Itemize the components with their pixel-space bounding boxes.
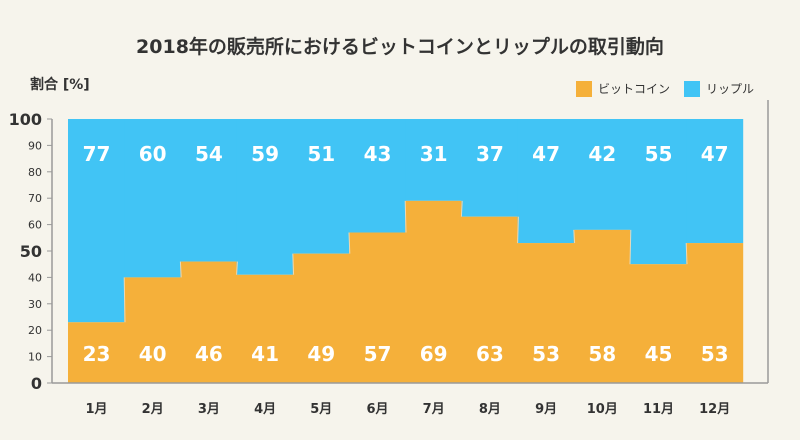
legend-swatch-ripple xyxy=(683,80,700,97)
x-tick-label-4: 4月 xyxy=(254,402,276,417)
data-label-bitcoin-1: 23 xyxy=(83,342,111,366)
bar-ripple-10 xyxy=(573,119,631,230)
data-label-bitcoin-8: 63 xyxy=(476,342,504,366)
bar-ripple-8 xyxy=(461,119,519,217)
data-label-bitcoin-12: 53 xyxy=(701,342,729,366)
bar-ripple-9 xyxy=(517,119,575,244)
y-axis-label: 割合 [%] xyxy=(30,77,90,93)
legend-label-bitcoin: ビットコイン xyxy=(597,82,670,96)
data-label-bitcoin-6: 57 xyxy=(364,342,392,366)
bar-ripple-7 xyxy=(405,119,463,201)
data-label-bitcoin-11: 45 xyxy=(645,342,673,366)
bar-bitcoin-11 xyxy=(630,264,687,383)
data-label-ripple-6: 43 xyxy=(364,142,392,166)
y-tick-label-40: 40 xyxy=(28,271,42,284)
y-tick-label-90: 90 xyxy=(28,139,42,152)
connector-line-5 xyxy=(348,232,351,254)
connector-line-3 xyxy=(236,261,238,275)
data-label-bitcoin-7: 69 xyxy=(420,342,448,366)
bar-ripple-6 xyxy=(349,119,406,233)
x-tick-label-1: 1月 xyxy=(85,402,107,417)
data-label-bitcoin-2: 40 xyxy=(139,342,167,366)
x-tick-label-2: 2月 xyxy=(142,402,164,417)
bar-bitcoin-2 xyxy=(124,277,182,383)
legend: ビットコイン リップル xyxy=(575,80,754,97)
x-tick-label-8: 8月 xyxy=(479,402,501,417)
y-tick-label-100: 100 xyxy=(9,110,42,129)
bar-bitcoin-8 xyxy=(461,216,519,383)
connector-line-11 xyxy=(685,243,688,265)
y-tick-label-60: 60 xyxy=(28,219,42,232)
x-tick-label-9: 9月 xyxy=(535,402,557,417)
data-label-ripple-10: 42 xyxy=(588,142,616,166)
y-tick-label-30: 30 xyxy=(28,298,42,311)
data-label-ripple-2: 60 xyxy=(139,142,167,166)
data-label-ripple-3: 54 xyxy=(195,142,223,166)
connector-line-4 xyxy=(292,253,295,275)
data-label-ripple-9: 47 xyxy=(532,142,560,166)
bar-bitcoin-7 xyxy=(405,200,463,383)
bar-bitcoin-5 xyxy=(292,253,350,383)
bar-bitcoin-12 xyxy=(686,243,744,383)
data-label-bitcoin-9: 53 xyxy=(532,342,560,366)
y-tick-label-80: 80 xyxy=(28,166,42,179)
data-label-bitcoin-4: 41 xyxy=(251,342,279,366)
x-tick-label-6: 6月 xyxy=(366,402,388,417)
connector-line-2 xyxy=(179,261,182,278)
data-label-ripple-12: 47 xyxy=(701,142,729,166)
y-tick-label-70: 70 xyxy=(28,192,42,205)
data-label-ripple-8: 37 xyxy=(476,142,504,166)
bar-bitcoin-1 xyxy=(68,322,125,383)
bar-bitcoin-4 xyxy=(236,274,294,383)
y-tick-label-50: 50 xyxy=(20,242,42,261)
x-tick-label-3: 3月 xyxy=(198,402,220,417)
data-label-ripple-1: 77 xyxy=(83,142,111,166)
data-label-bitcoin-3: 46 xyxy=(195,342,223,366)
legend-label-ripple: リップル xyxy=(705,82,754,96)
bar-bitcoin-9 xyxy=(517,243,575,383)
legend-item-bitcoin: ビットコイン xyxy=(575,80,670,97)
bar-ripple-1 xyxy=(68,119,125,323)
bar-ripple-4 xyxy=(236,119,294,275)
bar-ripple-5 xyxy=(292,119,350,254)
x-tick-label-11: 11月 xyxy=(643,402,674,417)
bar-ripple-3 xyxy=(180,119,238,262)
x-tick-label-5: 5月 xyxy=(310,402,332,417)
connector-line-10 xyxy=(629,229,632,265)
x-tick-label-10: 10月 xyxy=(587,402,618,417)
data-label-ripple-7: 31 xyxy=(420,142,448,166)
bar-bitcoin-3 xyxy=(180,261,238,383)
x-tick-label-7: 7月 xyxy=(423,402,445,417)
bar-ripple-11 xyxy=(630,119,687,265)
chart-title: 2018年の販売所におけるビットコインとリップルの取引動向 xyxy=(136,36,664,58)
bar-ripple-12 xyxy=(686,119,744,244)
data-label-bitcoin-5: 49 xyxy=(307,342,335,366)
data-label-ripple-5: 51 xyxy=(307,142,335,166)
y-tick-label-10: 10 xyxy=(28,351,42,364)
bar-ripple-2 xyxy=(124,119,182,278)
legend-item-ripple: リップル xyxy=(683,80,754,97)
connector-line-7 xyxy=(460,200,463,217)
connector-line-9 xyxy=(573,229,576,244)
data-label-ripple-11: 55 xyxy=(645,142,673,166)
bar-bitcoin-6 xyxy=(349,232,406,383)
data-label-bitcoin-10: 58 xyxy=(588,342,616,366)
connector-line-8 xyxy=(517,216,519,244)
bar-bitcoin-10 xyxy=(573,229,631,383)
y-tick-label-20: 20 xyxy=(28,324,42,337)
y-tick-label-0: 0 xyxy=(31,374,42,393)
legend-swatch-bitcoin xyxy=(575,80,592,97)
connector-line-1 xyxy=(123,277,126,323)
connector-line-6 xyxy=(404,200,407,233)
x-tick-label-12: 12月 xyxy=(699,402,730,417)
data-label-ripple-4: 59 xyxy=(251,142,279,166)
